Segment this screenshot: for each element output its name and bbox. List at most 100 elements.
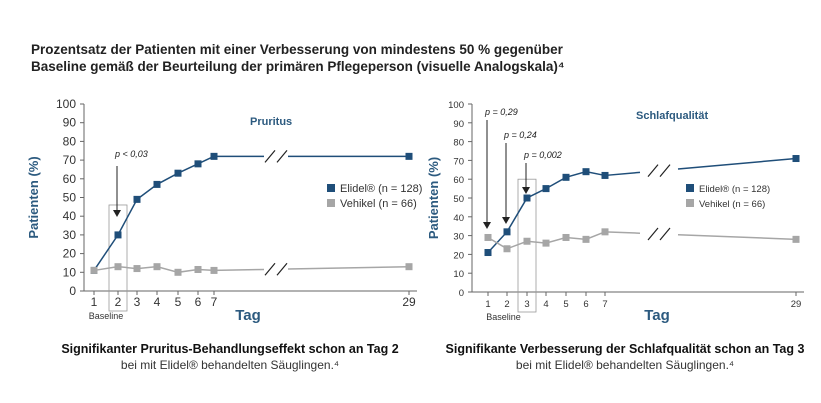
c0-x-tick-label: 2 xyxy=(115,295,122,309)
c0-x-tick-label: 5 xyxy=(175,295,182,309)
c1-p-value-label: p = 0,002 xyxy=(523,150,562,160)
c1-series-1-point xyxy=(562,233,570,241)
c1-series-1-point xyxy=(523,237,531,245)
c1-series-0-segment xyxy=(677,157,797,170)
c0-x-axis-label: Tag xyxy=(235,307,261,324)
caption-right: Signifikante Verbesserung der Schlafqual… xyxy=(435,341,815,373)
title-line-2: Baseline gemäß der Beurteilung der primä… xyxy=(31,59,565,74)
c1-series-0-point xyxy=(562,173,570,181)
c1-series-1-point xyxy=(503,245,511,253)
c0-series-0-point xyxy=(174,169,182,177)
c1-p-value-arrowhead xyxy=(522,187,530,194)
c1-series-1-point xyxy=(484,233,492,241)
c1-baseline-label: Baseline xyxy=(486,312,521,322)
c0-series-1-segment xyxy=(213,268,265,272)
c1-series-0-point xyxy=(503,228,511,236)
c0-series-1-segment xyxy=(287,265,410,270)
c1-y-tick-label: 90 xyxy=(453,119,464,130)
caption-left-bold: Signifikanter Pruritus-Behandlungseffekt… xyxy=(61,342,399,356)
c0-x-tick-label: 4 xyxy=(154,295,161,309)
c0-axis-break-mark xyxy=(276,262,288,276)
c0-y-tick-label: 100 xyxy=(56,97,76,111)
c0-p-value-label: p < 0,03 xyxy=(114,149,148,159)
c1-series-0-segment xyxy=(604,171,641,177)
c0-series-1-point xyxy=(194,265,202,273)
c1-x-tick-label: 29 xyxy=(791,299,802,310)
c0-y-tick-label: 50 xyxy=(63,191,77,205)
caption-right-bold: Signifikante Verbesserung der Schlafqual… xyxy=(445,342,805,356)
title-line-1: Prozentsatz der Patienten mit einer Verb… xyxy=(31,42,563,57)
c0-x-tick-label: 1 xyxy=(91,295,98,309)
c0-y-tick-label: 30 xyxy=(63,228,77,242)
c1-axis-break-mark xyxy=(659,227,671,241)
c0-x-tick-label: 6 xyxy=(195,295,202,309)
c1-legend-label-0: Elidel® (n = 128) xyxy=(699,184,770,195)
c1-axis-break-mark xyxy=(647,227,659,241)
c1-x-tick-label: 5 xyxy=(563,299,568,310)
c0-series-0-point xyxy=(405,152,413,160)
c0-series-0-point xyxy=(210,152,218,160)
c0-series-1-point xyxy=(210,266,218,274)
c0-p-value-arrowhead xyxy=(113,210,121,217)
c1-series-1-point xyxy=(792,235,800,243)
c0-axis-break-mark xyxy=(264,149,276,163)
c0-series-1-point xyxy=(114,263,122,271)
c0-x-tick-label: 29 xyxy=(402,295,416,309)
c1-series-0-point xyxy=(523,194,531,202)
c0-series-0-point xyxy=(194,160,202,168)
c1-legend-swatch-1 xyxy=(686,199,694,207)
c0-series-1-point xyxy=(90,266,98,274)
c1-p-value-arrowhead xyxy=(483,222,491,229)
c0-y-tick-label: 90 xyxy=(63,116,77,130)
c1-series-0-point xyxy=(484,249,492,257)
c0-axis-break-mark xyxy=(264,262,276,276)
c1-axis-break-mark xyxy=(659,164,671,178)
c0-series-0-point xyxy=(114,231,122,239)
c0-series-0-point xyxy=(133,195,141,203)
c1-p-value-label: p = 0,24 xyxy=(503,130,537,140)
c0-y-tick-label: 80 xyxy=(63,134,77,148)
c1-series-1-segment xyxy=(604,231,641,234)
c0-legend-swatch-0 xyxy=(327,184,335,192)
c0-chart-title: Pruritus xyxy=(250,116,292,128)
c1-x-tick-label: 7 xyxy=(602,299,607,310)
c1-p-value-label: p = 0,29 xyxy=(484,107,518,117)
c0-series-1-point xyxy=(174,268,182,276)
c1-y-tick-label: 0 xyxy=(459,288,464,299)
c1-series-1-point xyxy=(582,235,590,243)
c0-baseline-box xyxy=(108,204,128,312)
c1-x-tick-label: 6 xyxy=(583,299,588,310)
c0-baseline-label: Baseline xyxy=(89,311,124,321)
c0-legend-swatch-1 xyxy=(327,199,335,207)
c1-axis-break-mark xyxy=(647,164,659,178)
c1-x-axis-label: Tag xyxy=(644,307,670,324)
c0-legend-label-0: Elidel® (n = 128) xyxy=(340,183,422,195)
c0-y-tick-label: 20 xyxy=(63,247,77,261)
c1-y-axis-label: Patienten (%) xyxy=(426,157,441,239)
c1-x-tick-label: 2 xyxy=(504,299,509,310)
c0-x-tick-label: 3 xyxy=(134,295,141,309)
c1-y-tick-label: 60 xyxy=(453,175,464,186)
c1-series-1-point xyxy=(542,239,550,247)
c0-y-axis-label: Patienten (%) xyxy=(26,156,41,238)
c1-legend-label-1: Vehikel (n = 66) xyxy=(699,199,765,210)
c0-axis-break-mark xyxy=(276,149,288,163)
c1-legend-swatch-0 xyxy=(686,184,694,192)
c1-series-1-segment xyxy=(677,233,797,241)
c1-y-tick-label: 50 xyxy=(453,194,464,205)
c1-x-tick-label: 4 xyxy=(543,299,548,310)
caption-right-normal: bei mit Elidel® behandelten Säuglingen.⁴ xyxy=(515,358,735,372)
c0-series-1-point xyxy=(405,263,413,271)
c1-y-tick-label: 100 xyxy=(448,100,464,111)
c1-y-tick-label: 40 xyxy=(453,213,464,224)
c0-series-1-point xyxy=(153,263,161,271)
caption-left-normal: bei mit Elidel® behandelten Säuglingen.⁴ xyxy=(120,358,340,372)
c0-y-tick-label: 70 xyxy=(63,153,77,167)
c1-y-tick-label: 20 xyxy=(453,250,464,261)
c1-series-0-point xyxy=(792,155,800,163)
c1-x-tick-label: 3 xyxy=(524,299,529,310)
c1-p-value-arrowhead xyxy=(502,217,510,224)
c0-y-tick-label: 60 xyxy=(63,172,77,186)
c1-series-0-point xyxy=(542,185,550,193)
